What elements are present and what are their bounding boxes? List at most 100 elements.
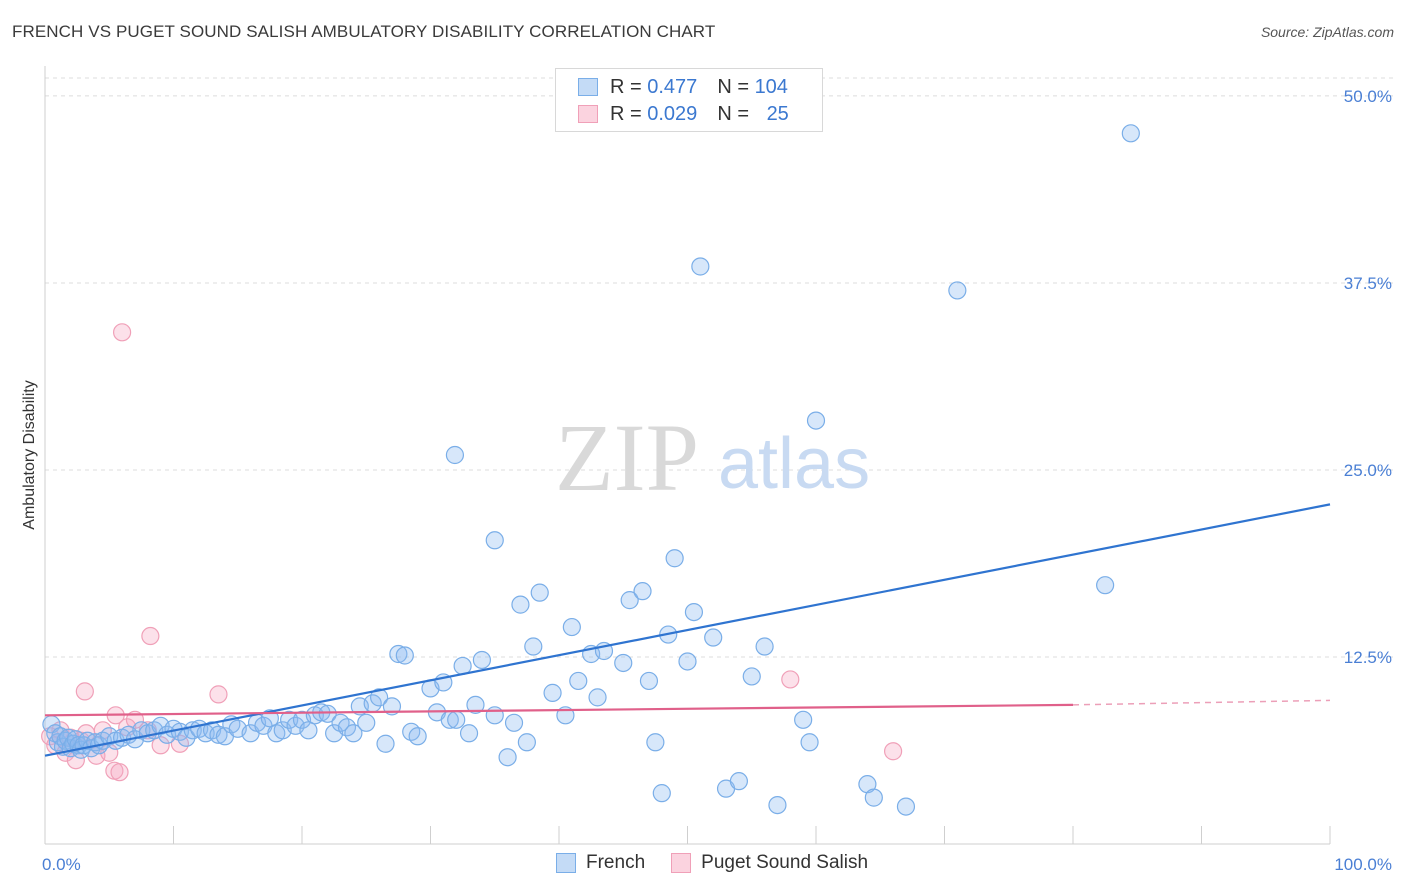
- legend-n-label: N =: [717, 102, 749, 125]
- french-point: [357, 713, 376, 732]
- x-tick-label: 0.0%: [42, 855, 81, 874]
- salish-point: [110, 763, 129, 782]
- salish-point: [112, 323, 132, 342]
- french-trend-line: [44, 503, 1331, 757]
- french-point: [646, 733, 665, 752]
- french-point: [620, 591, 639, 610]
- legend-swatch-french: [578, 78, 598, 96]
- chart-source: Source: ZipAtlas.com: [1260, 24, 1394, 40]
- series-swatch-salish: [671, 853, 692, 873]
- y-tick-labels: 12.5% 25.0% 37.5% 50.0%: [1344, 87, 1392, 667]
- french-point: [678, 652, 697, 671]
- french-point: [633, 582, 652, 601]
- french-point: [299, 721, 318, 740]
- legend-r-label: R =: [610, 75, 642, 98]
- french-point: [177, 728, 196, 747]
- salish-point: [125, 710, 145, 729]
- french-point: [864, 788, 883, 807]
- legend-n-label: N =: [717, 75, 749, 98]
- french-point: [704, 628, 723, 647]
- salish-point: [151, 736, 170, 755]
- watermark-atlas: atlas: [718, 424, 870, 504]
- french-point: [729, 772, 749, 791]
- french-point: [344, 724, 363, 743]
- series-swatch-french: [556, 853, 576, 873]
- french-point: [466, 695, 485, 714]
- french-point: [896, 797, 916, 816]
- grid-lines: [45, 77, 1395, 658]
- y-axis-label: Ambulatory Disability: [21, 380, 38, 529]
- french-point: [408, 727, 427, 746]
- french-point: [459, 724, 479, 743]
- correlation-legend: R = 0.477 N = 104 R = 0.029 N = 25: [555, 68, 823, 132]
- y-tick-label: 50.0%: [1344, 87, 1392, 106]
- french-point: [639, 671, 659, 691]
- legend-row-salish: R = 0.029 N = 25: [578, 102, 789, 126]
- x-tick-labels: 0.0% 100.0%: [42, 855, 1392, 874]
- french-point: [485, 531, 504, 550]
- legend-swatch-salish: [578, 105, 598, 123]
- legend-row-french: R = 0.477 N = 104: [578, 75, 788, 99]
- salish-point: [209, 685, 228, 704]
- french-point: [504, 713, 524, 732]
- french-point: [447, 710, 466, 729]
- salish-point: [141, 626, 160, 646]
- french-points: [42, 124, 1140, 816]
- salish-point: [781, 670, 800, 689]
- legend-n-value: 25: [766, 102, 789, 125]
- french-point: [1096, 576, 1115, 595]
- french-point: [498, 748, 517, 767]
- salish-point: [75, 682, 94, 701]
- french-point: [755, 637, 774, 656]
- series-legend-french[interactable]: French: [556, 852, 645, 874]
- series-legend-salish[interactable]: Puget Sound Salish: [671, 852, 868, 874]
- series-label-salish: Puget Sound Salish: [701, 852, 869, 873]
- french-point: [652, 784, 671, 803]
- french-point: [511, 595, 530, 614]
- french-point: [562, 617, 581, 637]
- french-point: [370, 688, 389, 707]
- chart-title: FRENCH VS PUGET SOUND SALISH AMBULATORY …: [12, 22, 716, 41]
- series-label-french: French: [586, 852, 646, 873]
- french-point: [209, 725, 228, 744]
- french-point: [524, 637, 543, 656]
- y-tick-label: 12.5%: [1344, 648, 1392, 667]
- y-tick-label: 25.0%: [1344, 461, 1392, 480]
- french-point: [948, 281, 967, 300]
- french-point: [395, 646, 414, 665]
- legend-r-value: 0.477: [647, 75, 698, 98]
- legend-r-label: R =: [610, 102, 642, 125]
- french-point: [517, 733, 536, 752]
- legend-r-value: 0.029: [647, 102, 698, 125]
- french-point: [684, 602, 704, 622]
- salish-trend-line: [44, 703, 1074, 717]
- series-legend: French Puget Sound Salish: [556, 852, 894, 874]
- x-tick-label: 100.0%: [1334, 855, 1392, 874]
- french-point: [543, 683, 562, 702]
- french-point: [742, 667, 761, 686]
- french-point: [588, 688, 607, 707]
- french-point: [485, 706, 504, 725]
- french-point: [1121, 124, 1140, 143]
- legend-n-value: 104: [754, 75, 788, 98]
- y-tick-label: 37.5%: [1344, 274, 1392, 293]
- salish-trend-extension: [1072, 699, 1331, 706]
- french-point: [806, 411, 826, 430]
- french-point: [794, 710, 813, 729]
- french-point: [376, 734, 395, 753]
- french-point: [472, 650, 491, 670]
- trend-lines: [44, 503, 1331, 757]
- french-point: [530, 583, 549, 602]
- salish-point: [883, 742, 903, 761]
- french-point: [389, 644, 408, 664]
- french-point: [445, 445, 465, 465]
- french-point: [665, 549, 684, 568]
- french-point: [382, 697, 402, 716]
- axes: [44, 66, 1331, 845]
- watermark-zip: ZIP: [555, 404, 699, 511]
- french-point: [614, 653, 633, 673]
- french-point: [691, 257, 710, 276]
- french-point: [569, 671, 588, 691]
- french-point: [59, 728, 78, 747]
